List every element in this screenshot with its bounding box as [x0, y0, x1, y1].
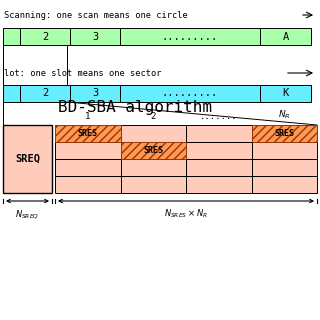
- Bar: [186, 125, 252, 142]
- Bar: [186, 142, 252, 159]
- Bar: [186, 159, 252, 176]
- Bar: [120, 28, 260, 45]
- Text: $N_{SRES} \times N_R$: $N_{SRES} \times N_R$: [164, 208, 208, 220]
- Text: SREQ: SREQ: [15, 154, 40, 164]
- Text: BD-SBA algorithm: BD-SBA algorithm: [58, 100, 212, 115]
- Text: K: K: [282, 89, 289, 99]
- Text: .........: .........: [162, 31, 218, 42]
- Bar: [252, 176, 317, 193]
- Bar: [121, 125, 186, 142]
- Bar: [121, 176, 186, 193]
- Bar: [121, 159, 186, 176]
- Text: A: A: [282, 31, 289, 42]
- Bar: [260, 85, 311, 102]
- Bar: [70, 85, 120, 102]
- Text: SRES: SRES: [143, 146, 163, 155]
- Bar: [55, 142, 121, 159]
- Text: .......: .......: [200, 112, 237, 121]
- Text: .........: .........: [162, 89, 218, 99]
- Text: $N_R$: $N_R$: [278, 108, 291, 121]
- Bar: [55, 125, 121, 142]
- Bar: [121, 142, 186, 159]
- Bar: [252, 125, 317, 142]
- Bar: [20, 85, 70, 102]
- Text: lot: one slot means one sector: lot: one slot means one sector: [4, 69, 162, 78]
- Text: 2: 2: [42, 89, 48, 99]
- Text: 1: 1: [85, 112, 91, 121]
- Bar: [55, 125, 121, 142]
- Text: 2: 2: [151, 112, 156, 121]
- Bar: [120, 85, 260, 102]
- Bar: [252, 142, 317, 159]
- Text: SRES: SRES: [274, 129, 294, 138]
- Bar: [252, 159, 317, 176]
- Bar: [55, 159, 121, 176]
- Bar: [55, 176, 121, 193]
- Bar: [3, 125, 52, 193]
- Text: SRES: SRES: [78, 129, 98, 138]
- Bar: [260, 28, 311, 45]
- Text: 2: 2: [42, 31, 48, 42]
- Bar: [121, 142, 186, 159]
- Bar: [3, 28, 20, 45]
- Text: 3: 3: [92, 89, 98, 99]
- Text: $N_{SREQ}$: $N_{SREQ}$: [15, 208, 40, 221]
- Bar: [70, 28, 120, 45]
- Text: 3: 3: [92, 31, 98, 42]
- Bar: [186, 176, 252, 193]
- Text: Scanning: one scan means one circle: Scanning: one scan means one circle: [4, 11, 188, 20]
- Bar: [3, 85, 20, 102]
- Bar: [252, 125, 317, 142]
- Bar: [20, 28, 70, 45]
